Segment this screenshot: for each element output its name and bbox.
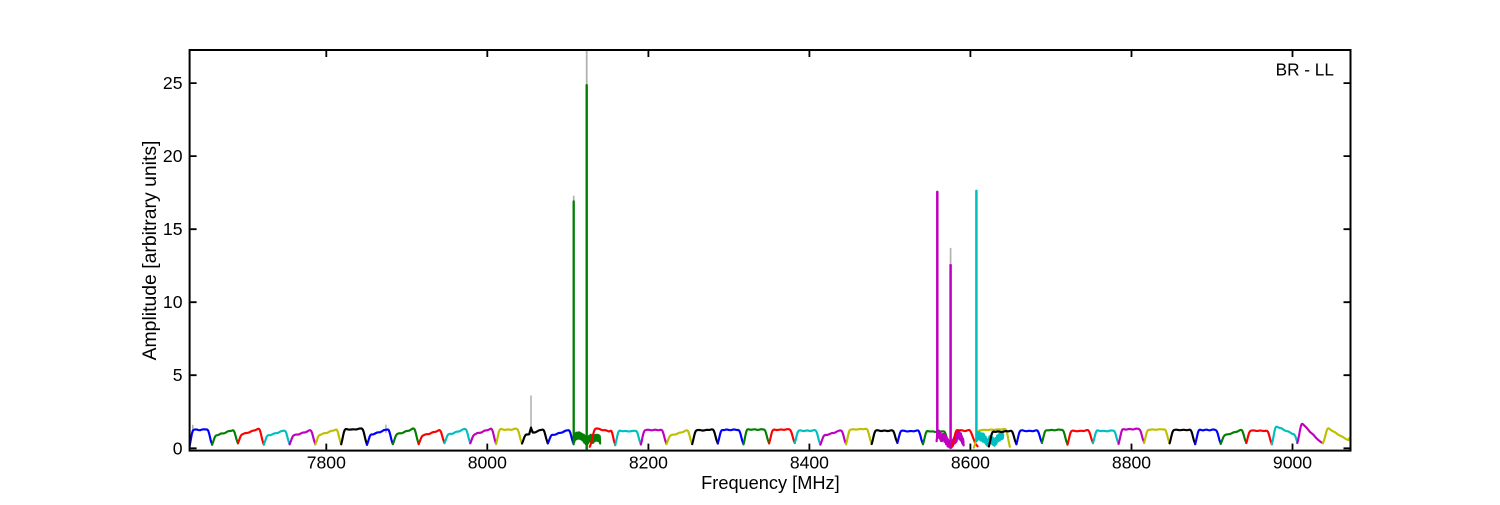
svg-text:15: 15 bbox=[163, 219, 183, 239]
svg-text:8200: 8200 bbox=[629, 452, 668, 472]
svg-text:8600: 8600 bbox=[951, 452, 990, 472]
svg-text:8000: 8000 bbox=[468, 452, 507, 472]
svg-text:Amplitude [arbitrary units]: Amplitude [arbitrary units] bbox=[139, 141, 161, 361]
svg-text:5: 5 bbox=[173, 365, 183, 385]
svg-text:25: 25 bbox=[163, 73, 183, 93]
svg-text:8800: 8800 bbox=[1112, 452, 1151, 472]
svg-text:9000: 9000 bbox=[1273, 452, 1312, 472]
svg-text:20: 20 bbox=[163, 146, 183, 166]
svg-text:7800: 7800 bbox=[307, 452, 346, 472]
svg-text:BR - LL: BR - LL bbox=[1276, 60, 1334, 80]
svg-text:Frequency [MHz]: Frequency [MHz] bbox=[701, 473, 839, 493]
svg-text:0: 0 bbox=[173, 438, 183, 458]
svg-text:8400: 8400 bbox=[790, 452, 829, 472]
svg-text:10: 10 bbox=[163, 292, 183, 312]
